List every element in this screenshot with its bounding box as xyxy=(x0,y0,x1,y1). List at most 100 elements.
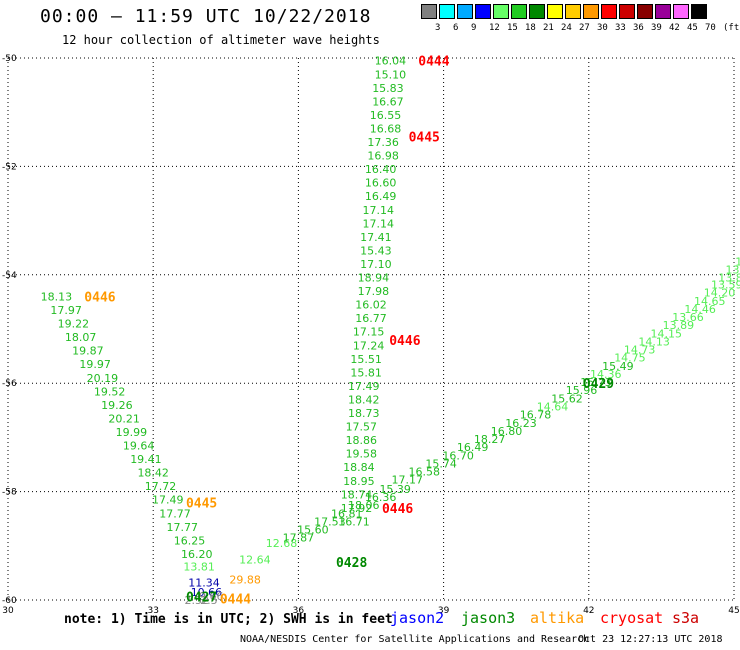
wave-height-label: 17.15 xyxy=(353,326,385,339)
wave-height-label: 9.66 xyxy=(199,590,224,603)
wave-height-label: 16.71 xyxy=(338,515,370,528)
legend-cryosat: cryosat xyxy=(600,609,664,627)
wave-height-label: 14.13 xyxy=(638,335,670,348)
color-swatch xyxy=(691,4,707,19)
color-swatch xyxy=(421,4,437,19)
wave-height-label: 16.25 xyxy=(174,534,206,547)
wave-height-label: 16.70 xyxy=(442,449,474,462)
legend-s3a: s3a xyxy=(672,609,700,627)
color-scale-label: 30 xyxy=(597,23,608,33)
y-tick-label: -58 xyxy=(2,488,17,498)
wave-height-label: 11.34 xyxy=(188,577,220,590)
legend-jason3: jason3 xyxy=(461,609,516,627)
wave-height-label: 16.36 xyxy=(365,491,397,504)
wave-height-label: 12.68 xyxy=(266,537,298,550)
wave-height-label: 17.10 xyxy=(360,258,392,271)
chart-title: 00:00 – 11:59 UTC 10/22/2018 xyxy=(40,6,372,27)
color-scale-label: 33 xyxy=(615,23,626,33)
wave-height-label: 13.89 xyxy=(718,272,740,285)
chart-subtitle: 12 hour collection of altimeter wave hei… xyxy=(62,33,380,47)
wave-height-label: 14.75 xyxy=(614,352,646,365)
wave-height-label: 13.59 xyxy=(711,279,740,292)
wave-height-label: 16.60 xyxy=(365,177,397,190)
x-tick-label: 45 xyxy=(728,606,739,616)
wave-height-label: 15.96 xyxy=(566,384,598,397)
wave-height-label: 16.80 xyxy=(491,425,523,438)
wave-height-label: 17.97 xyxy=(50,304,82,317)
wave-height-label: 14.41 xyxy=(735,255,740,268)
wave-height-label: 13.66 xyxy=(672,311,704,324)
color-scale-label: 9 xyxy=(471,23,477,33)
wave-height-label: 15.81 xyxy=(350,366,382,379)
color-swatch xyxy=(511,4,527,19)
y-tick-label: -52 xyxy=(2,162,17,172)
x-tick-label: 42 xyxy=(583,606,594,616)
color-swatch xyxy=(493,4,509,19)
wave-height-label: 14.15 xyxy=(650,327,682,340)
y-tick-label: -54 xyxy=(2,271,17,281)
color-swatch xyxy=(565,4,581,19)
wave-height-label: 15.10 xyxy=(375,68,407,81)
footer-note: note: 1) Time is in UTC; 2) SWH is in fe… xyxy=(64,612,393,627)
wave-height-label: 15.74 xyxy=(425,457,457,470)
color-scale-label: 24 xyxy=(561,23,572,33)
wave-height-label: 20.21 xyxy=(108,412,140,425)
wave-height-label: 16.40 xyxy=(365,163,397,176)
wave-height-label: 12.64 xyxy=(239,553,271,566)
wave-height-label: 19.58 xyxy=(346,448,378,461)
generated-timestamp: Oct 23 12:27:13 UTC 2018 xyxy=(578,634,723,645)
color-swatch xyxy=(439,4,455,19)
wave-height-label: 20.19 xyxy=(87,372,119,385)
color-swatch xyxy=(619,4,635,19)
x-tick-label: 30 xyxy=(2,606,14,616)
y-tick-label: -56 xyxy=(2,379,17,389)
color-scale-label: (ft) xyxy=(723,23,740,33)
y-tick-label: -60 xyxy=(2,596,17,606)
wave-height-label: 10.66 xyxy=(191,586,223,599)
wave-height-label: 18.27 xyxy=(474,433,506,446)
wave-height-label: 17.14 xyxy=(363,204,395,217)
wave-height-label: 16.49 xyxy=(457,441,489,454)
wave-height-label: 18.95 xyxy=(343,475,375,488)
wave-height-label: 17.57 xyxy=(346,421,378,434)
color-swatch xyxy=(601,4,617,19)
wave-height-label: 13.62 xyxy=(726,263,740,276)
color-scale-label: 70 xyxy=(705,23,716,33)
pass-time-label: 0428 xyxy=(336,556,367,571)
color-swatch xyxy=(457,4,473,19)
pass-time-label: 0444 xyxy=(418,55,449,70)
color-scale-label: 6 xyxy=(453,23,459,33)
pass-time-label: 0446 xyxy=(389,334,420,349)
x-tick-label: 39 xyxy=(438,606,450,616)
color-scale-label: 36 xyxy=(633,23,644,33)
pass-time-label: 0445 xyxy=(186,496,217,511)
color-swatch xyxy=(529,4,545,19)
pass-time-label: 0445 xyxy=(409,131,440,146)
wave-height-label: 2.52 xyxy=(185,594,210,607)
wave-height-label: 16.81 xyxy=(331,507,363,520)
color-swatch xyxy=(475,4,491,19)
wave-height-label: 13.81 xyxy=(183,560,215,573)
wave-height-label: 19.52 xyxy=(94,385,126,398)
x-tick-label: 36 xyxy=(293,606,305,616)
wave-height-label: 16.78 xyxy=(520,409,552,422)
wave-height-label: 17.87 xyxy=(283,532,315,545)
wave-height-label: 17.24 xyxy=(353,339,385,352)
wave-height-label: 19.87 xyxy=(72,345,104,358)
wave-height-label: 19.97 xyxy=(79,358,111,371)
color-swatch xyxy=(673,4,689,19)
x-tick-label: 33 xyxy=(147,606,158,616)
wave-height-label: 17.77 xyxy=(159,507,191,520)
wave-height-label: 17.49 xyxy=(348,380,380,393)
color-scale-label: 12 xyxy=(489,23,500,33)
legend-jason2: jason2 xyxy=(390,609,445,627)
wave-height-label: 16.68 xyxy=(370,122,402,135)
wave-height-label: 17.98 xyxy=(358,285,390,298)
wave-height-label: 17.17 xyxy=(392,474,424,487)
wave-height-label: 18.84 xyxy=(343,461,375,474)
wave-height-label: 15.39 xyxy=(379,483,411,496)
color-scale-label: 3 xyxy=(435,23,441,33)
wave-height-label: 29.88 xyxy=(229,573,261,586)
wave-height-label: 16.98 xyxy=(367,150,399,163)
wave-height-label: 16.55 xyxy=(370,109,402,122)
